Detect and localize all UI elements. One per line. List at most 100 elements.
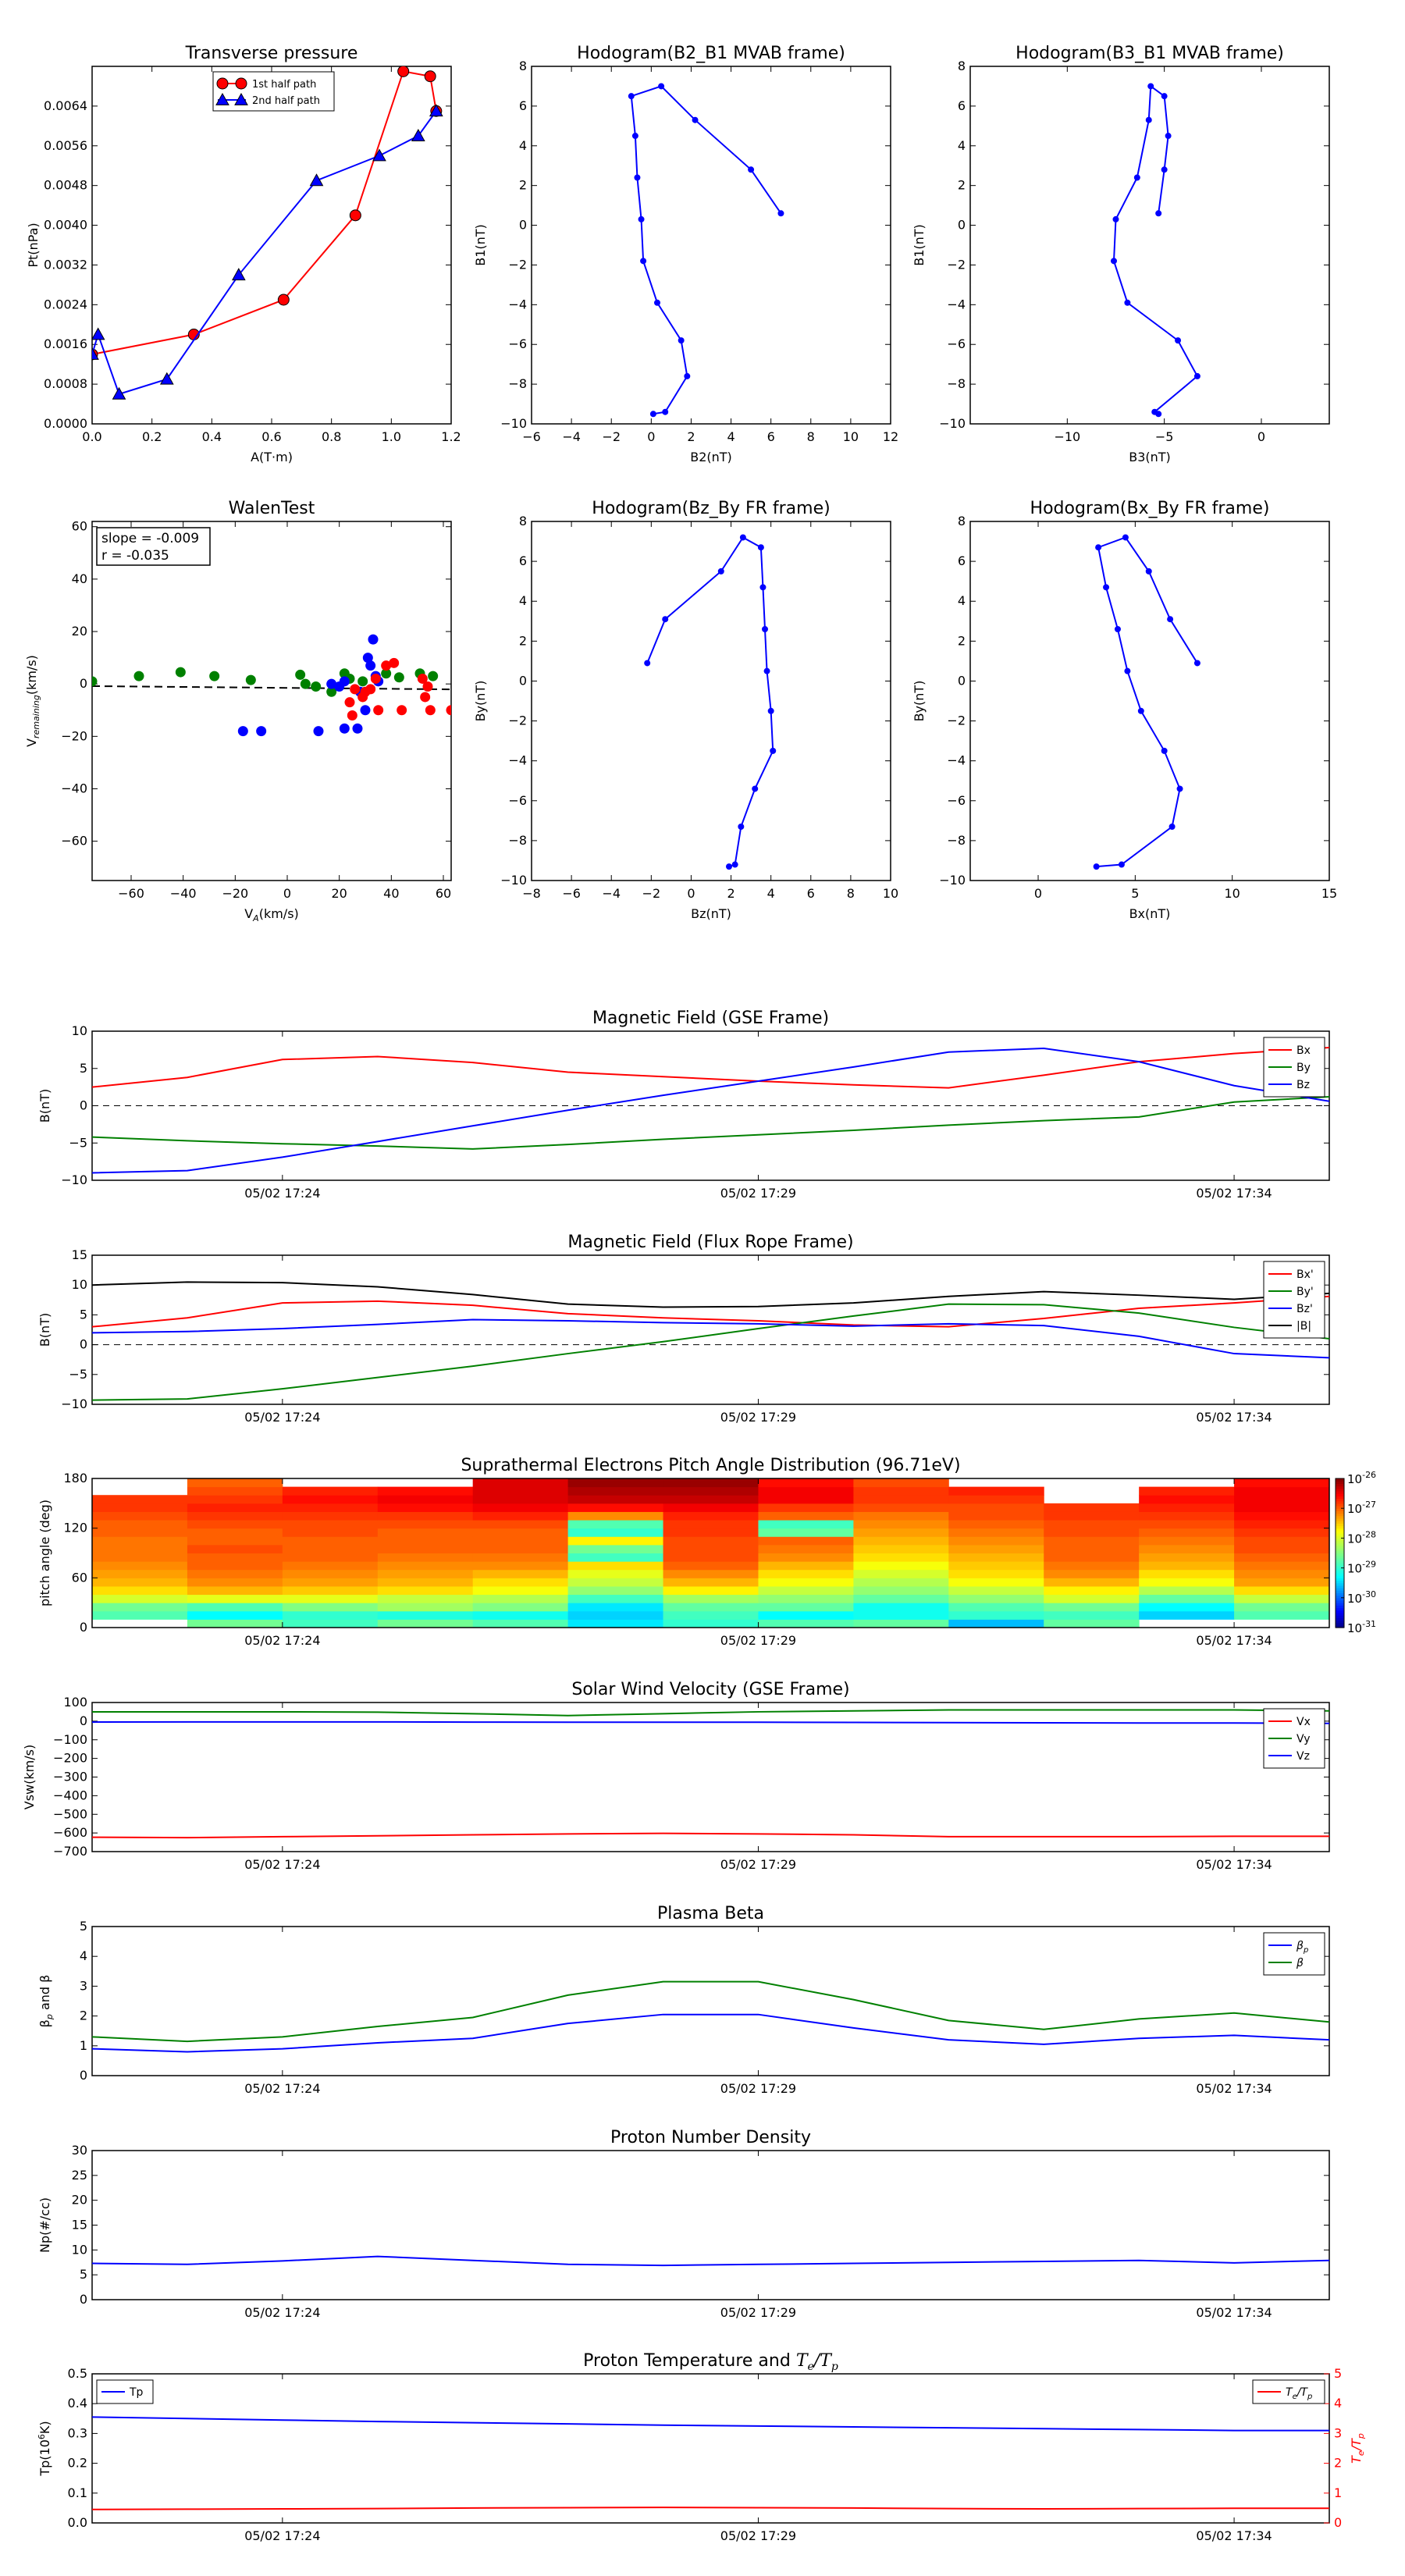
data-point	[1161, 747, 1168, 754]
heatmap-cell	[472, 1619, 569, 1628]
colorbar-step	[1336, 1528, 1344, 1532]
heatmap-cell	[1044, 1610, 1140, 1620]
colorbar-step	[1336, 1592, 1344, 1596]
scatter-point	[347, 710, 357, 720]
colorbar-step	[1336, 1548, 1344, 1551]
y-tick-label: 0	[80, 2068, 87, 2083]
heatmap-cell	[567, 1561, 664, 1571]
colorbar-step	[1336, 1563, 1344, 1567]
x-tick-label: 0.0	[82, 429, 101, 444]
heatmap-cell	[187, 1478, 283, 1488]
heatmap-cell	[567, 1594, 664, 1603]
heatmap-cell	[1044, 1578, 1140, 1587]
x-tick-label: −2	[642, 886, 661, 901]
data-point	[634, 174, 641, 181]
y-tick-label: −8	[947, 376, 966, 391]
heatmap-cell	[758, 1569, 854, 1578]
series-line-1	[92, 110, 437, 396]
y-tick-label-right: 0	[1334, 2515, 1342, 2530]
y-tick-label: 0.0016	[44, 336, 87, 351]
plot-area	[92, 1709, 1329, 1839]
y-tick-label: 60	[72, 1570, 87, 1585]
x-axis-label: A(T·m)	[251, 450, 293, 464]
heatmap-cells	[92, 1478, 1330, 1628]
x-tick-label: 05/02 17:24	[244, 2081, 320, 2096]
data-point	[763, 667, 770, 674]
heatmap-cell	[758, 1619, 854, 1628]
heatmap-cell	[187, 1594, 283, 1603]
heatmap-cell	[377, 1503, 474, 1512]
x-tick-label: 05/02 17:29	[720, 2305, 796, 2320]
heatmap-cell	[663, 1610, 759, 1620]
heatmap-cell	[377, 1544, 474, 1553]
plot-area	[92, 2416, 1329, 2510]
x-axis-label: Bx(nT)	[1129, 906, 1171, 921]
x-tick-label: −6	[562, 886, 581, 901]
series-line-1	[92, 1980, 1329, 2043]
data-point	[1095, 544, 1102, 551]
y-tick-label: −2	[508, 257, 527, 272]
colorbar-step	[1336, 1542, 1344, 1546]
x-tick-label: 20	[331, 886, 347, 901]
data-point	[234, 92, 248, 105]
data-point	[309, 173, 324, 187]
y-axis-label: Tp(106K)	[37, 2421, 52, 2476]
x-tick-label: 10	[1224, 886, 1240, 901]
heatmap-cell	[663, 1603, 759, 1612]
heatmap-cell	[377, 1528, 474, 1537]
heatmap-cell	[1234, 1578, 1330, 1587]
y-axis-label: Pt(nPa)	[26, 222, 41, 267]
heatmap-cell	[472, 1594, 569, 1603]
heatmap-cell	[1139, 1553, 1235, 1562]
colorbar-step	[1336, 1597, 1344, 1601]
heatmap-cell	[1139, 1569, 1235, 1578]
annotation-line: r = -0.035	[101, 548, 169, 564]
y-tick-label: 2	[80, 2008, 87, 2023]
y-tick-label: 0	[958, 673, 966, 688]
heatmap-cell	[567, 1520, 664, 1529]
y-tick-label: −40	[61, 781, 87, 795]
colorbar-step	[1336, 1590, 1344, 1594]
heatmap-cell	[377, 1585, 474, 1596]
data-point	[717, 568, 724, 575]
heatmap-cell	[1234, 1544, 1330, 1553]
series-line-0	[92, 2013, 1329, 2053]
y-tick-label-right: 1	[1334, 2485, 1342, 2500]
heatmap-cell	[472, 1486, 569, 1496]
heatmap-cell	[472, 1520, 569, 1529]
chart-h2: Hodogram(B3_B1 MVAB frame) −10 −5 0 −10 −8 −6 −…	[912, 44, 1330, 464]
y-tick-label: −6	[508, 793, 527, 808]
x-axis-label: VA(km/s)	[244, 906, 299, 923]
heatmap-cell	[92, 1553, 188, 1562]
data-point	[678, 337, 685, 344]
heatmap-cell	[187, 1603, 283, 1612]
x-tick-label: 05/02 17:29	[720, 1410, 796, 1425]
heatmap-cell	[948, 1578, 1044, 1587]
data-point	[1145, 568, 1152, 575]
x-tick-label: 05/02 17:29	[720, 2528, 796, 2543]
heatmap-cell	[758, 1585, 854, 1596]
plot-frame	[969, 521, 1330, 881]
chart-title: Magnetic Field (GSE Frame)	[592, 1009, 829, 1028]
series-line-0	[630, 85, 782, 415]
scatter-point	[245, 674, 256, 685]
chart-mag_fr: Magnetic Field (Flux Rope Frame) 05/02 17…	[37, 1233, 1330, 1425]
x-tick-label: 4	[727, 429, 735, 444]
series-line-0	[92, 1047, 1329, 1089]
colorbar-tick-label: 10-30	[1347, 1589, 1376, 1606]
scatter-point	[339, 723, 350, 734]
heatmap-cell	[472, 1603, 569, 1612]
y-tick-label: 4	[958, 593, 966, 608]
colorbar-step	[1336, 1624, 1344, 1628]
heatmap-cell	[948, 1495, 1044, 1504]
x-tick-label: −2	[602, 429, 621, 444]
colorbar-step	[1336, 1610, 1344, 1614]
heatmap-cell	[663, 1569, 759, 1578]
heatmap-cell	[853, 1619, 949, 1628]
series-line-0	[92, 1832, 1329, 1839]
heatmap-cell	[282, 1544, 379, 1553]
legend-label: Vx	[1297, 1716, 1311, 1728]
heatmap-cell	[1234, 1610, 1330, 1620]
scatter-point	[368, 634, 379, 645]
x-tick-label: −4	[562, 429, 581, 444]
